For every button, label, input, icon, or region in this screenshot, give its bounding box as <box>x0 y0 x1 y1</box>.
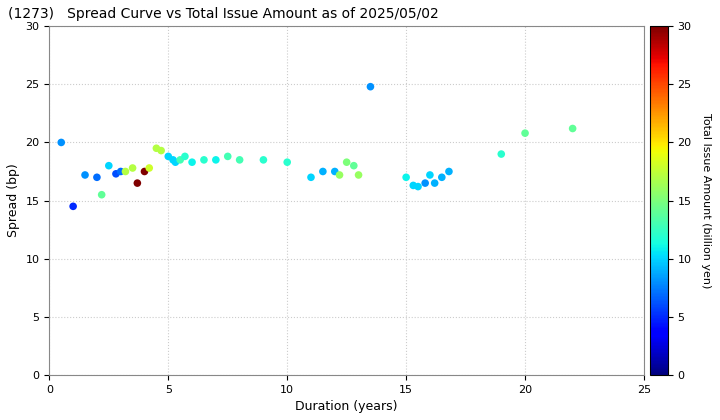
Point <box>174 157 186 163</box>
Point <box>353 172 364 178</box>
Point <box>163 153 174 160</box>
Point <box>348 162 359 169</box>
Point <box>495 151 507 158</box>
Point <box>150 145 162 152</box>
Point <box>96 192 107 198</box>
Point <box>334 172 346 178</box>
Point <box>567 125 578 132</box>
Point <box>198 157 210 163</box>
Point <box>234 157 246 163</box>
Point <box>170 159 181 165</box>
Point <box>79 172 91 178</box>
Point <box>436 174 448 181</box>
Point <box>408 182 419 189</box>
Point <box>167 157 179 163</box>
Point <box>282 159 293 165</box>
Point <box>186 159 198 165</box>
Point <box>305 174 317 181</box>
X-axis label: Duration (years): Duration (years) <box>295 400 398 413</box>
Point <box>110 171 122 177</box>
Point <box>115 168 127 175</box>
Point <box>519 130 531 136</box>
Point <box>444 168 455 175</box>
Point <box>317 168 328 175</box>
Point <box>429 180 441 186</box>
Point <box>127 165 138 171</box>
Point <box>120 168 131 175</box>
Point <box>341 159 352 165</box>
Point <box>156 147 167 154</box>
Point <box>179 153 191 160</box>
Y-axis label: Spread (bp): Spread (bp) <box>7 164 20 237</box>
Point <box>55 139 67 146</box>
Point <box>329 168 341 175</box>
Point <box>132 180 143 186</box>
Text: (1273)   Spread Curve vs Total Issue Amount as of 2025/05/02: (1273) Spread Curve vs Total Issue Amoun… <box>8 7 438 21</box>
Point <box>365 83 377 90</box>
Point <box>413 183 424 190</box>
Point <box>419 180 431 186</box>
Point <box>91 174 103 181</box>
Point <box>258 157 269 163</box>
Point <box>139 168 150 175</box>
Point <box>68 203 79 210</box>
Point <box>210 157 222 163</box>
Y-axis label: Total Issue Amount (billion yen): Total Issue Amount (billion yen) <box>701 113 711 288</box>
Point <box>143 165 155 171</box>
Point <box>222 153 233 160</box>
Point <box>400 174 412 181</box>
Point <box>424 172 436 178</box>
Point <box>103 162 114 169</box>
